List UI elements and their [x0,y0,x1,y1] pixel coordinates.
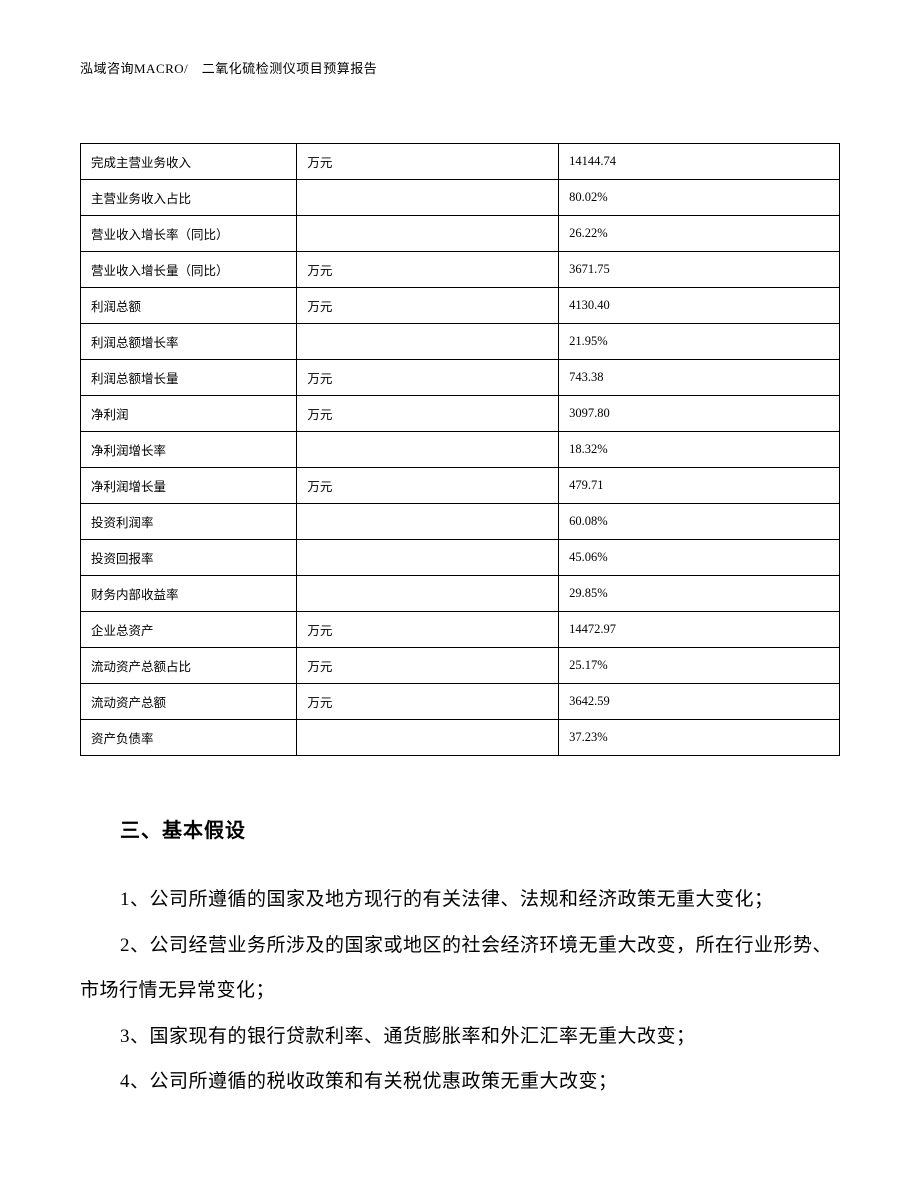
cell-label: 资产负债率 [81,720,297,756]
cell-value: 18.32% [559,432,840,468]
cell-label: 利润总额 [81,288,297,324]
cell-value: 60.08% [559,504,840,540]
cell-unit [297,504,559,540]
cell-unit [297,432,559,468]
cell-label: 营业收入增长量（同比） [81,252,297,288]
cell-value: 80.02% [559,180,840,216]
cell-value: 25.17% [559,648,840,684]
cell-value: 45.06% [559,540,840,576]
cell-label: 营业收入增长率（同比） [81,216,297,252]
cell-label: 财务内部收益率 [81,576,297,612]
cell-unit [297,540,559,576]
table-row: 净利润增长率 18.32% [81,432,840,468]
table-row: 利润总额万元4130.40 [81,288,840,324]
section-body: 1、公司所遵循的国家及地方现行的有关法律、法规和经济政策无重大变化；2、公司经营… [80,877,840,1105]
cell-unit: 万元 [297,396,559,432]
page-header: 泓域咨询MACRO/ 二氧化硫检测仪项目预算报告 [80,58,840,77]
cell-label: 净利润 [81,396,297,432]
cell-label: 主营业务收入占比 [81,180,297,216]
table-row: 主营业务收入占比 80.02% [81,180,840,216]
cell-label: 投资回报率 [81,540,297,576]
table-row: 企业总资产万元14472.97 [81,612,840,648]
table-row: 利润总额增长率 21.95% [81,324,840,360]
cell-label: 投资利润率 [81,504,297,540]
table-row: 净利润增长量万元479.71 [81,468,840,504]
cell-label: 净利润增长率 [81,432,297,468]
cell-value: 37.23% [559,720,840,756]
cell-unit [297,576,559,612]
cell-value: 4130.40 [559,288,840,324]
financial-summary-table: 完成主营业务收入万元14144.74主营业务收入占比80.02%营业收入增长率（… [80,143,840,756]
cell-value: 21.95% [559,324,840,360]
cell-unit [297,180,559,216]
table-row: 利润总额增长量万元743.38 [81,360,840,396]
cell-value: 3671.75 [559,252,840,288]
table-row: 资产负债率 37.23% [81,720,840,756]
table-row: 完成主营业务收入万元14144.74 [81,144,840,180]
cell-value: 29.85% [559,576,840,612]
cell-label: 流动资产总额 [81,684,297,720]
cell-label: 完成主营业务收入 [81,144,297,180]
cell-label: 企业总资产 [81,612,297,648]
table-row: 流动资产总额万元3642.59 [81,684,840,720]
cell-unit: 万元 [297,648,559,684]
cell-value: 14472.97 [559,612,840,648]
cell-unit: 万元 [297,144,559,180]
cell-unit: 万元 [297,684,559,720]
table-row: 财务内部收益率 29.85% [81,576,840,612]
table-body: 完成主营业务收入万元14144.74主营业务收入占比80.02%营业收入增长率（… [81,144,840,756]
cell-unit: 万元 [297,252,559,288]
cell-value: 3097.80 [559,396,840,432]
cell-label: 净利润增长量 [81,468,297,504]
section-heading: 三、基本假设 [120,814,840,843]
table-row: 流动资产总额占比万元25.17% [81,648,840,684]
body-paragraph: 1、公司所遵循的国家及地方现行的有关法律、法规和经济政策无重大变化； [80,877,840,923]
table-row: 净利润万元3097.80 [81,396,840,432]
page-container: 泓域咨询MACRO/ 二氧化硫检测仪项目预算报告 完成主营业务收入万元14144… [0,0,920,1165]
cell-value: 3642.59 [559,684,840,720]
cell-label: 利润总额增长率 [81,324,297,360]
cell-unit [297,216,559,252]
cell-unit: 万元 [297,468,559,504]
cell-unit: 万元 [297,360,559,396]
cell-unit [297,720,559,756]
body-paragraph: 2、公司经营业务所涉及的国家或地区的社会经济环境无重大改变，所在行业形势、市场行… [80,923,840,1014]
cell-value: 14144.74 [559,144,840,180]
body-paragraph: 4、公司所遵循的税收政策和有关税优惠政策无重大改变； [80,1059,840,1105]
cell-label: 流动资产总额占比 [81,648,297,684]
cell-value: 479.71 [559,468,840,504]
table-row: 投资利润率 60.08% [81,504,840,540]
table-row: 营业收入增长率（同比） 26.22% [81,216,840,252]
cell-unit: 万元 [297,612,559,648]
cell-value: 743.38 [559,360,840,396]
cell-label: 利润总额增长量 [81,360,297,396]
cell-value: 26.22% [559,216,840,252]
cell-unit [297,324,559,360]
table-row: 营业收入增长量（同比）万元3671.75 [81,252,840,288]
table-row: 投资回报率 45.06% [81,540,840,576]
body-paragraph: 3、国家现有的银行贷款利率、通货膨胀率和外汇汇率无重大改变； [80,1014,840,1060]
cell-unit: 万元 [297,288,559,324]
